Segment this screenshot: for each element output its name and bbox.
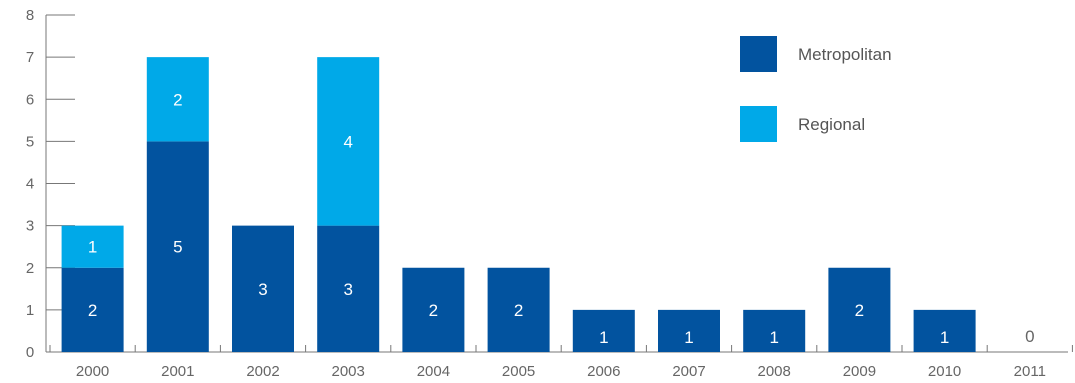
bar-data-label: 1 bbox=[684, 328, 693, 347]
x-tick-label: 2001 bbox=[161, 363, 194, 380]
y-tick-label: 8 bbox=[26, 7, 34, 24]
x-tick-label: 2009 bbox=[843, 363, 876, 380]
x-tick-label: 2000 bbox=[76, 363, 109, 380]
bar-regional-2000 bbox=[61, 225, 124, 268]
y-tick-label: 7 bbox=[26, 49, 34, 66]
bar-data-label: 3 bbox=[343, 280, 352, 299]
y-tick-label: 3 bbox=[26, 218, 34, 235]
bar-data-label: 4 bbox=[343, 132, 352, 151]
y-tick-label: 6 bbox=[26, 91, 34, 108]
y-tick-label: 5 bbox=[26, 133, 34, 150]
x-tick-label: 2003 bbox=[332, 363, 365, 380]
x-tick-label: 2002 bbox=[246, 363, 279, 380]
y-tick-label: 2 bbox=[26, 260, 34, 277]
bar-data-label: 5 bbox=[173, 238, 182, 257]
bar-metropolitan-2005 bbox=[487, 267, 550, 352]
x-axis: 2000 2001 2002 2003 2004 2005 2006 2007 2008 2009… bbox=[46, 345, 1073, 380]
x-tick-label: 2010 bbox=[928, 363, 961, 380]
bar-data-label: 2 bbox=[173, 90, 182, 109]
legend: Metropolitan Regional bbox=[740, 36, 892, 142]
y-tick-label: 1 bbox=[26, 302, 34, 319]
bar-data-label: 0 bbox=[1025, 327, 1034, 346]
bar-data-label: 2 bbox=[514, 301, 523, 320]
bar-metropolitan-2000 bbox=[61, 267, 124, 352]
bar-metropolitan-2003 bbox=[317, 225, 380, 352]
bar-regional-2003 bbox=[317, 57, 380, 226]
bar-data-label: 2 bbox=[855, 301, 864, 320]
x-tick-label: 2011 bbox=[1014, 363, 1046, 380]
legend-swatch-metropolitan bbox=[740, 36, 777, 72]
x-tick-label: 2005 bbox=[502, 363, 535, 380]
y-tick-label: 0 bbox=[26, 344, 34, 361]
bar-metropolitan-2002 bbox=[232, 225, 294, 352]
bar-data-label: 3 bbox=[258, 280, 267, 299]
y-tick-label: 4 bbox=[26, 176, 34, 193]
bar-metropolitan-2006 bbox=[572, 309, 635, 352]
bar-data-label: 2 bbox=[88, 301, 97, 320]
bar-data-label: 1 bbox=[769, 328, 778, 347]
legend-swatch-regional bbox=[740, 106, 777, 142]
x-tick-label: 2008 bbox=[758, 363, 791, 380]
bar-data-label: 1 bbox=[88, 238, 97, 257]
bars-group: 2 1 5 2 3 3 4 2 2 1 1 1 2 1 0 bbox=[61, 57, 1035, 352]
bar-data-label: 1 bbox=[940, 328, 949, 347]
legend-label-regional: Regional bbox=[798, 115, 865, 134]
x-tick-label: 2004 bbox=[417, 363, 450, 380]
bar-regional-2001 bbox=[146, 57, 209, 142]
bar-metropolitan-2001 bbox=[146, 141, 209, 352]
y-axis: 0 1 2 3 4 5 6 7 8 bbox=[26, 7, 75, 361]
bar-metropolitan-2008 bbox=[743, 309, 806, 352]
bar-metropolitan-2010 bbox=[913, 309, 976, 352]
legend-label-metropolitan: Metropolitan bbox=[798, 45, 892, 64]
bar-metropolitan-2009 bbox=[828, 267, 891, 352]
bar-metropolitan-2004 bbox=[402, 267, 465, 352]
x-tick-label: 2007 bbox=[672, 363, 705, 380]
bar-data-label: 1 bbox=[599, 328, 608, 347]
x-tick-label: 2006 bbox=[587, 363, 620, 380]
bar-metropolitan-2007 bbox=[658, 309, 720, 352]
bar-data-label: 2 bbox=[429, 301, 438, 320]
